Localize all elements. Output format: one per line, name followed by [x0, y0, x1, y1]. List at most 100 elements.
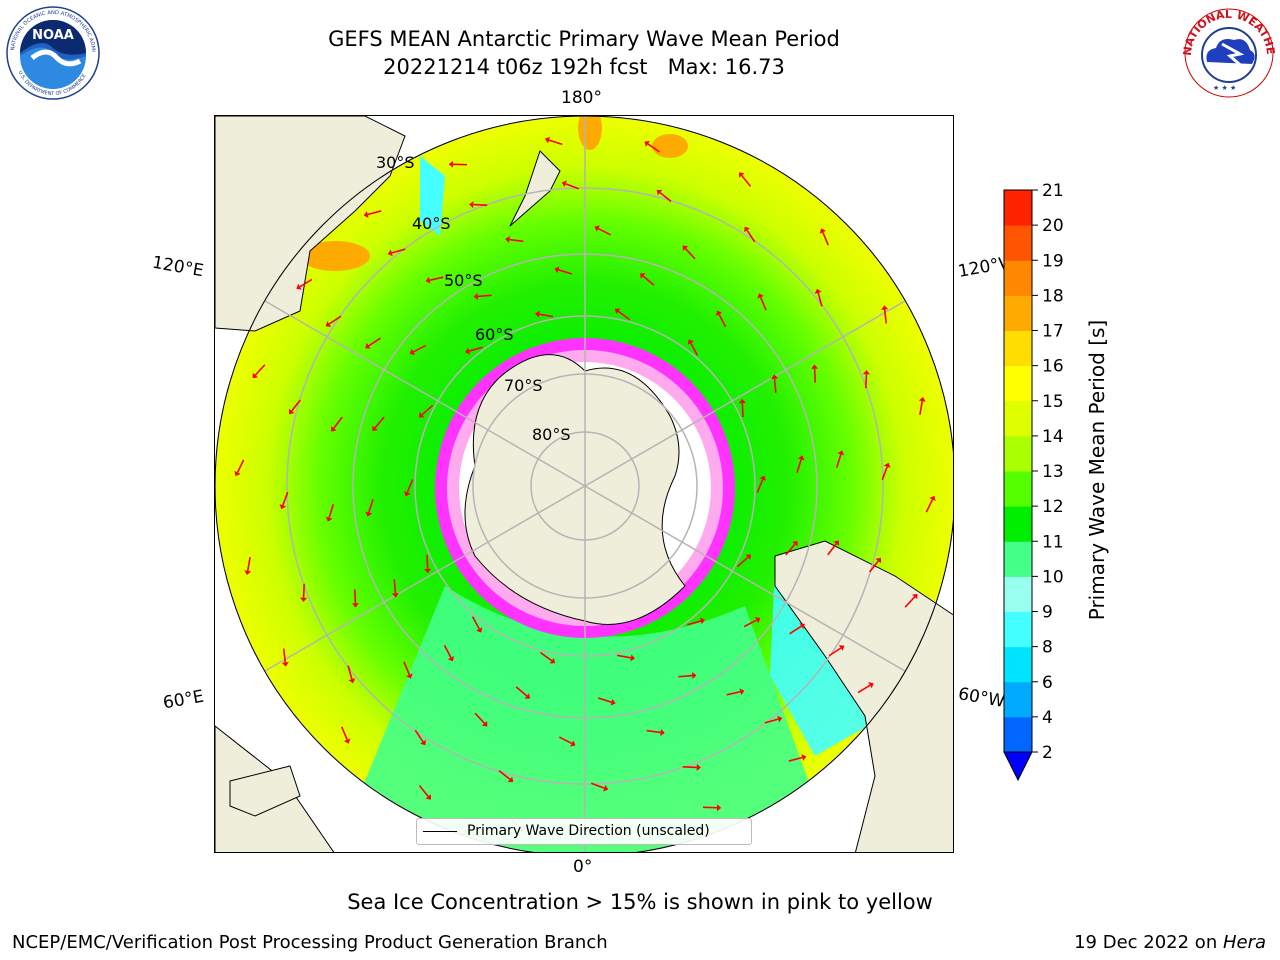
- lon-label-0: 0°: [573, 857, 593, 877]
- colorbar-band: [1004, 716, 1032, 753]
- wave-arrow-shaft: [647, 143, 660, 153]
- wave-arrow-head: [837, 450, 845, 456]
- map-legend: Primary Wave Direction (unscaled): [416, 818, 752, 845]
- wave-arrow-head: [644, 141, 650, 147]
- wave-arrow-head: [448, 160, 454, 168]
- wave-arrow-head: [554, 266, 560, 274]
- wave-arrow-head: [759, 475, 766, 481]
- wave-arrow-head: [406, 673, 413, 679]
- wave-arrow-shaft: [743, 619, 758, 628]
- wave-arrow-head: [234, 470, 241, 477]
- wave-arrow-head: [288, 408, 295, 415]
- wave-arrow-head: [425, 276, 431, 284]
- wave-arrow-shaft: [393, 579, 397, 594]
- lat-label-30s: 30°S: [376, 153, 415, 172]
- wave-arrow-head: [862, 370, 870, 375]
- colorbar-label: Primary Wave Mean Period [s]: [1085, 319, 1109, 621]
- lon-label-180: 180°: [561, 88, 602, 108]
- wave-arrow-shaft: [690, 342, 699, 356]
- wave-arrow-shaft: [558, 269, 573, 275]
- wave-arrow-shaft: [869, 560, 879, 573]
- wave-arrow-head: [279, 504, 287, 510]
- wave-arrow-shaft: [597, 697, 612, 703]
- wave-arrow-shaft: [367, 210, 382, 216]
- wave-arrow-shaft: [328, 504, 335, 518]
- wave-arrow-head: [296, 283, 302, 290]
- wave-arrow-head: [610, 698, 616, 706]
- colorbar-band: [1004, 506, 1032, 542]
- colorbar-tick-label: 20: [1042, 216, 1064, 236]
- wave-arrow-shaft: [741, 175, 752, 187]
- colorbar-band: [1004, 541, 1032, 577]
- wave-arrow-shaft: [789, 625, 802, 635]
- wave-direction-arrows: [234, 136, 936, 836]
- wave-arrow-shaft: [827, 543, 837, 556]
- wave-arrow-shaft: [412, 344, 427, 353]
- wave-arrow-head: [404, 491, 411, 497]
- lat-label-40s: 40°S: [412, 214, 451, 233]
- colorbar-band: [1004, 611, 1032, 648]
- wave-arrow-head: [252, 372, 258, 379]
- wave-arrow-head: [833, 540, 840, 546]
- wave-arrow-shaft: [646, 729, 661, 734]
- wave-arrow-head: [330, 426, 337, 432]
- wave-arrow-shaft: [736, 556, 749, 568]
- colorbar-band: [1004, 435, 1032, 472]
- wave-arrow-shaft: [421, 404, 434, 416]
- colorbar: 2 4 6 8 9 10 11 12 13 14 15 16 17 18 19 20 21: [1003, 181, 1064, 782]
- colorbar-tick-label: 11: [1042, 532, 1064, 552]
- wave-arrow-shaft: [426, 554, 429, 569]
- wave-arrow-shaft: [682, 766, 697, 769]
- wave-arrow-shaft: [764, 718, 779, 724]
- wave-arrow-head: [838, 645, 845, 651]
- wave-arrow-head: [738, 398, 746, 404]
- footer-date-text: 19 Dec 2022 on: [1074, 932, 1223, 953]
- wave-arrow-shaft: [368, 337, 381, 347]
- wave-arrow-shaft: [299, 278, 313, 288]
- wave-arrow-head: [739, 172, 745, 178]
- legend-label: Primary Wave Direction (unscaled): [467, 823, 710, 839]
- colorbar-tick-label: 17: [1042, 322, 1064, 342]
- wave-arrow-shaft: [822, 231, 830, 246]
- wave-arrow-head: [630, 654, 635, 662]
- wave-arrow-head: [387, 249, 393, 257]
- wave-arrow-head: [771, 374, 779, 380]
- wave-arrow-head: [424, 568, 432, 574]
- wave-arrow-shaft: [746, 229, 756, 243]
- wave-arrow-head: [912, 593, 918, 600]
- wave-arrow-head: [418, 412, 425, 418]
- new-zealand-land: [509, 150, 561, 227]
- wave-arrow-head: [639, 273, 646, 279]
- wave-arrow-head: [715, 310, 723, 316]
- lat-label-70s: 70°S: [504, 376, 543, 395]
- wave-arrow-head: [614, 308, 621, 315]
- colorbar-tick-label: 10: [1042, 567, 1064, 587]
- wave-arrow-head: [881, 305, 889, 310]
- wave-arrow-shaft: [418, 785, 429, 797]
- wave-arrow-head: [716, 804, 722, 812]
- wave-arrow-head: [757, 293, 764, 299]
- svg-text:★ ★ ★: ★ ★ ★: [1213, 84, 1236, 92]
- svg-text:NOAA: NOAA: [32, 28, 74, 43]
- wave-arrow-shaft: [817, 292, 823, 307]
- wave-arrow-shaft: [374, 416, 385, 429]
- wave-arrow-shaft: [368, 498, 374, 513]
- colorbar-tick-label: 13: [1042, 462, 1064, 482]
- wave-arrow-shaft: [865, 374, 868, 389]
- wave-arrow-head: [365, 342, 371, 349]
- wave-arrow-head: [656, 189, 663, 196]
- period-17-patch-north: [578, 116, 602, 150]
- colorbar-band: [1004, 646, 1032, 683]
- wave-arrow-shaft: [597, 227, 612, 236]
- wave-arrow-shaft: [741, 403, 744, 418]
- colorbar-tick-label: 16: [1042, 357, 1064, 377]
- wave-arrow-head: [755, 616, 761, 624]
- wave-arrow-head: [883, 462, 891, 468]
- wave-arrow-head: [447, 656, 455, 662]
- wave-arrow-head: [481, 721, 488, 727]
- wave-arrow-head: [351, 603, 359, 608]
- wave-arrow-shaft: [925, 499, 934, 513]
- wave-arrow-head: [918, 396, 926, 402]
- wave-arrow-head: [300, 597, 308, 602]
- lon-label-60e: 60°E: [161, 686, 206, 714]
